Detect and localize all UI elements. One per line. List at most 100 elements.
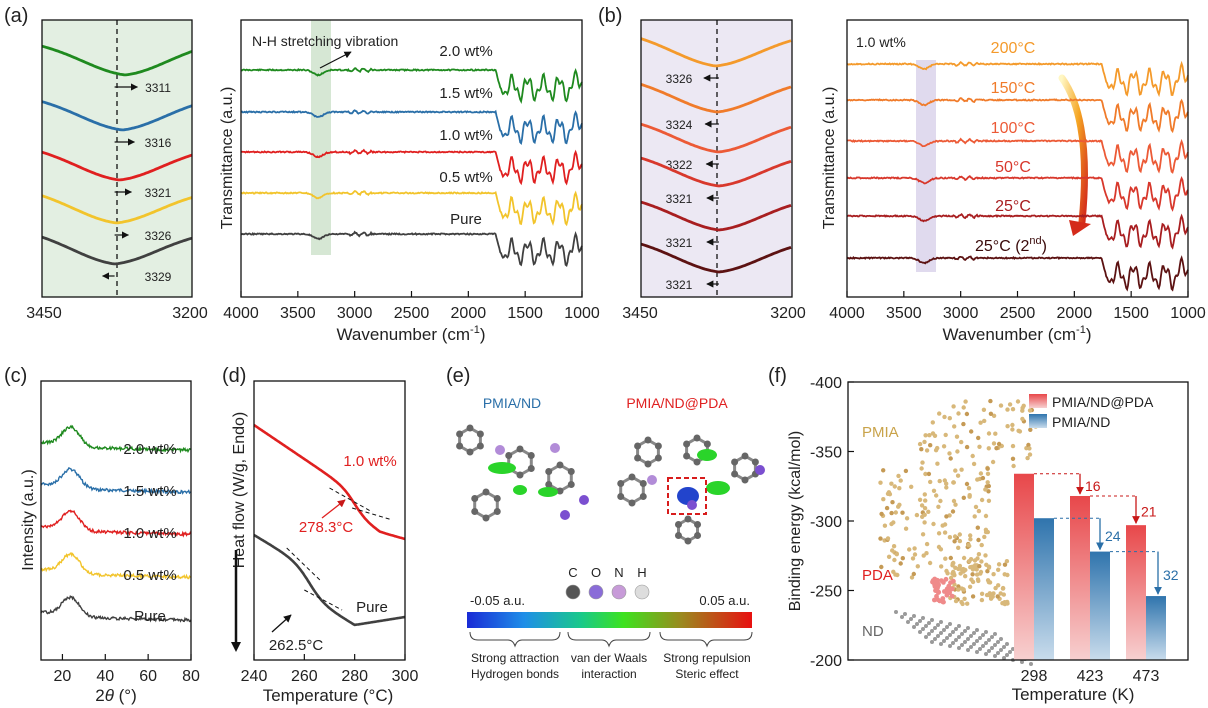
mol-ring — [636, 438, 660, 466]
e-color-scale — [467, 612, 752, 628]
pmia-atom — [943, 432, 948, 438]
mol-atom — [694, 521, 702, 528]
mol-ring — [458, 426, 482, 454]
pmia-atom — [991, 441, 997, 446]
pmia-atom — [961, 495, 966, 500]
pmia-atom — [990, 594, 995, 599]
pmia-atom — [956, 587, 961, 592]
c-label-05: 0.5 wt% — [123, 567, 176, 584]
pmia-atom — [977, 444, 982, 449]
nd-atom — [1020, 660, 1024, 664]
pda-atom — [949, 593, 955, 599]
pmia-atom — [968, 537, 973, 542]
pmia-atom — [960, 601, 965, 607]
pmia-atom — [998, 591, 1003, 596]
pmia-atom — [923, 433, 928, 438]
pmia-atom — [952, 539, 957, 544]
f-ylabel: Binding energy (kcal/mol) — [787, 431, 804, 612]
pmia-atom — [897, 486, 902, 491]
pmia-atom — [927, 433, 932, 438]
pmia-atom — [917, 497, 923, 502]
nd-atom — [993, 643, 997, 647]
f-bars — [1014, 473, 1166, 660]
pmia-atom — [909, 575, 915, 580]
f-xtick-label-473: 473 — [1133, 668, 1160, 685]
spectrum-3 — [846, 174, 1189, 212]
xtick-label-1: 3500 — [886, 305, 922, 322]
d-tg-pure: 262.5°C — [269, 637, 324, 654]
dsc-curve-pure — [253, 533, 406, 627]
pmia-atom — [922, 506, 928, 511]
e-region-1-l1: Strong attraction — [471, 651, 559, 665]
igm-surface — [513, 485, 527, 495]
pmia-atom — [930, 431, 936, 436]
pmia-atom — [982, 534, 987, 540]
pmia-atom — [982, 418, 987, 424]
pmia-atom — [912, 552, 918, 557]
xtick-label-5: 1500 — [507, 305, 543, 322]
bar-pda-423 — [1070, 495, 1090, 660]
mol-heteroatom — [647, 475, 657, 485]
pmia-atom — [970, 572, 975, 577]
pmia-atom — [968, 533, 973, 538]
pmia-atom — [1010, 456, 1016, 461]
c-xtick-label-0: 20 — [54, 668, 72, 685]
nd-atom — [942, 628, 946, 632]
zoom-curve-5 — [640, 242, 792, 274]
panel-label-e: (e) — [446, 365, 470, 387]
pmia-atom — [991, 591, 996, 596]
b-full-band — [916, 60, 936, 272]
pmia-atom — [919, 447, 924, 452]
f-legend-swatch-pda — [1029, 394, 1047, 408]
mol-heteroatom — [495, 445, 505, 455]
pmia-atom — [890, 548, 895, 553]
a-full-curves — [240, 67, 583, 268]
nd-atom — [948, 622, 952, 626]
mol-atom — [693, 434, 701, 442]
e-highlight-box — [667, 477, 707, 515]
pmia-atom — [923, 498, 928, 503]
pmia-atom — [957, 538, 963, 544]
a-full-panel: 4000 3500 3000 2500 2000 1500 1000 Wavenumber … — [219, 19, 600, 344]
mol-atom — [556, 461, 564, 469]
zoom-peak-label-3: 3321 — [666, 192, 693, 206]
mol-atom — [516, 471, 524, 479]
pmia-atom — [953, 598, 959, 604]
pmia-atom — [975, 477, 980, 482]
e-scale-min: -0.05 a.u. — [470, 593, 525, 608]
pmia-atom — [972, 558, 978, 563]
nd-atom — [933, 626, 937, 630]
nd-atom — [984, 630, 988, 634]
b-full-curves — [846, 60, 1189, 292]
pmia-atom — [935, 461, 940, 466]
e-title-left: PMIA/ND — [483, 395, 541, 411]
a-full-label-15: 1.5 wt% — [439, 85, 492, 102]
pmia-atom — [881, 497, 886, 502]
pmia-atom — [970, 453, 975, 459]
pmia-atom — [914, 512, 920, 518]
nd-atom — [939, 631, 943, 635]
nd-atom — [957, 624, 961, 628]
xrd-curve-0 — [40, 424, 192, 454]
spectrum-2 — [847, 137, 1189, 174]
pmia-atom — [986, 489, 991, 494]
mol-atom — [741, 476, 749, 484]
pmia-atom — [915, 564, 920, 569]
a-full-annotation-arrow — [319, 51, 352, 69]
zoom-curve-2 — [41, 150, 193, 182]
f-ytick-label-4: -200 — [810, 653, 842, 670]
pmia-atom — [976, 552, 982, 557]
mol-atom — [493, 495, 501, 502]
pmia-atom — [998, 403, 1004, 408]
mol-atom — [567, 481, 575, 488]
panel-label-f: (f) — [768, 365, 787, 387]
zoom-peak-label-5: 3321 — [666, 278, 693, 292]
nd-atom — [975, 650, 979, 654]
nd-atom — [909, 617, 913, 621]
pmia-atom — [986, 446, 991, 451]
zoom-peak-label-4: 3329 — [145, 270, 172, 284]
panel-label-b: (b) — [598, 5, 622, 27]
f-differences: 16 21 24 32 — [1034, 473, 1179, 595]
pmia-atom — [996, 583, 1001, 588]
